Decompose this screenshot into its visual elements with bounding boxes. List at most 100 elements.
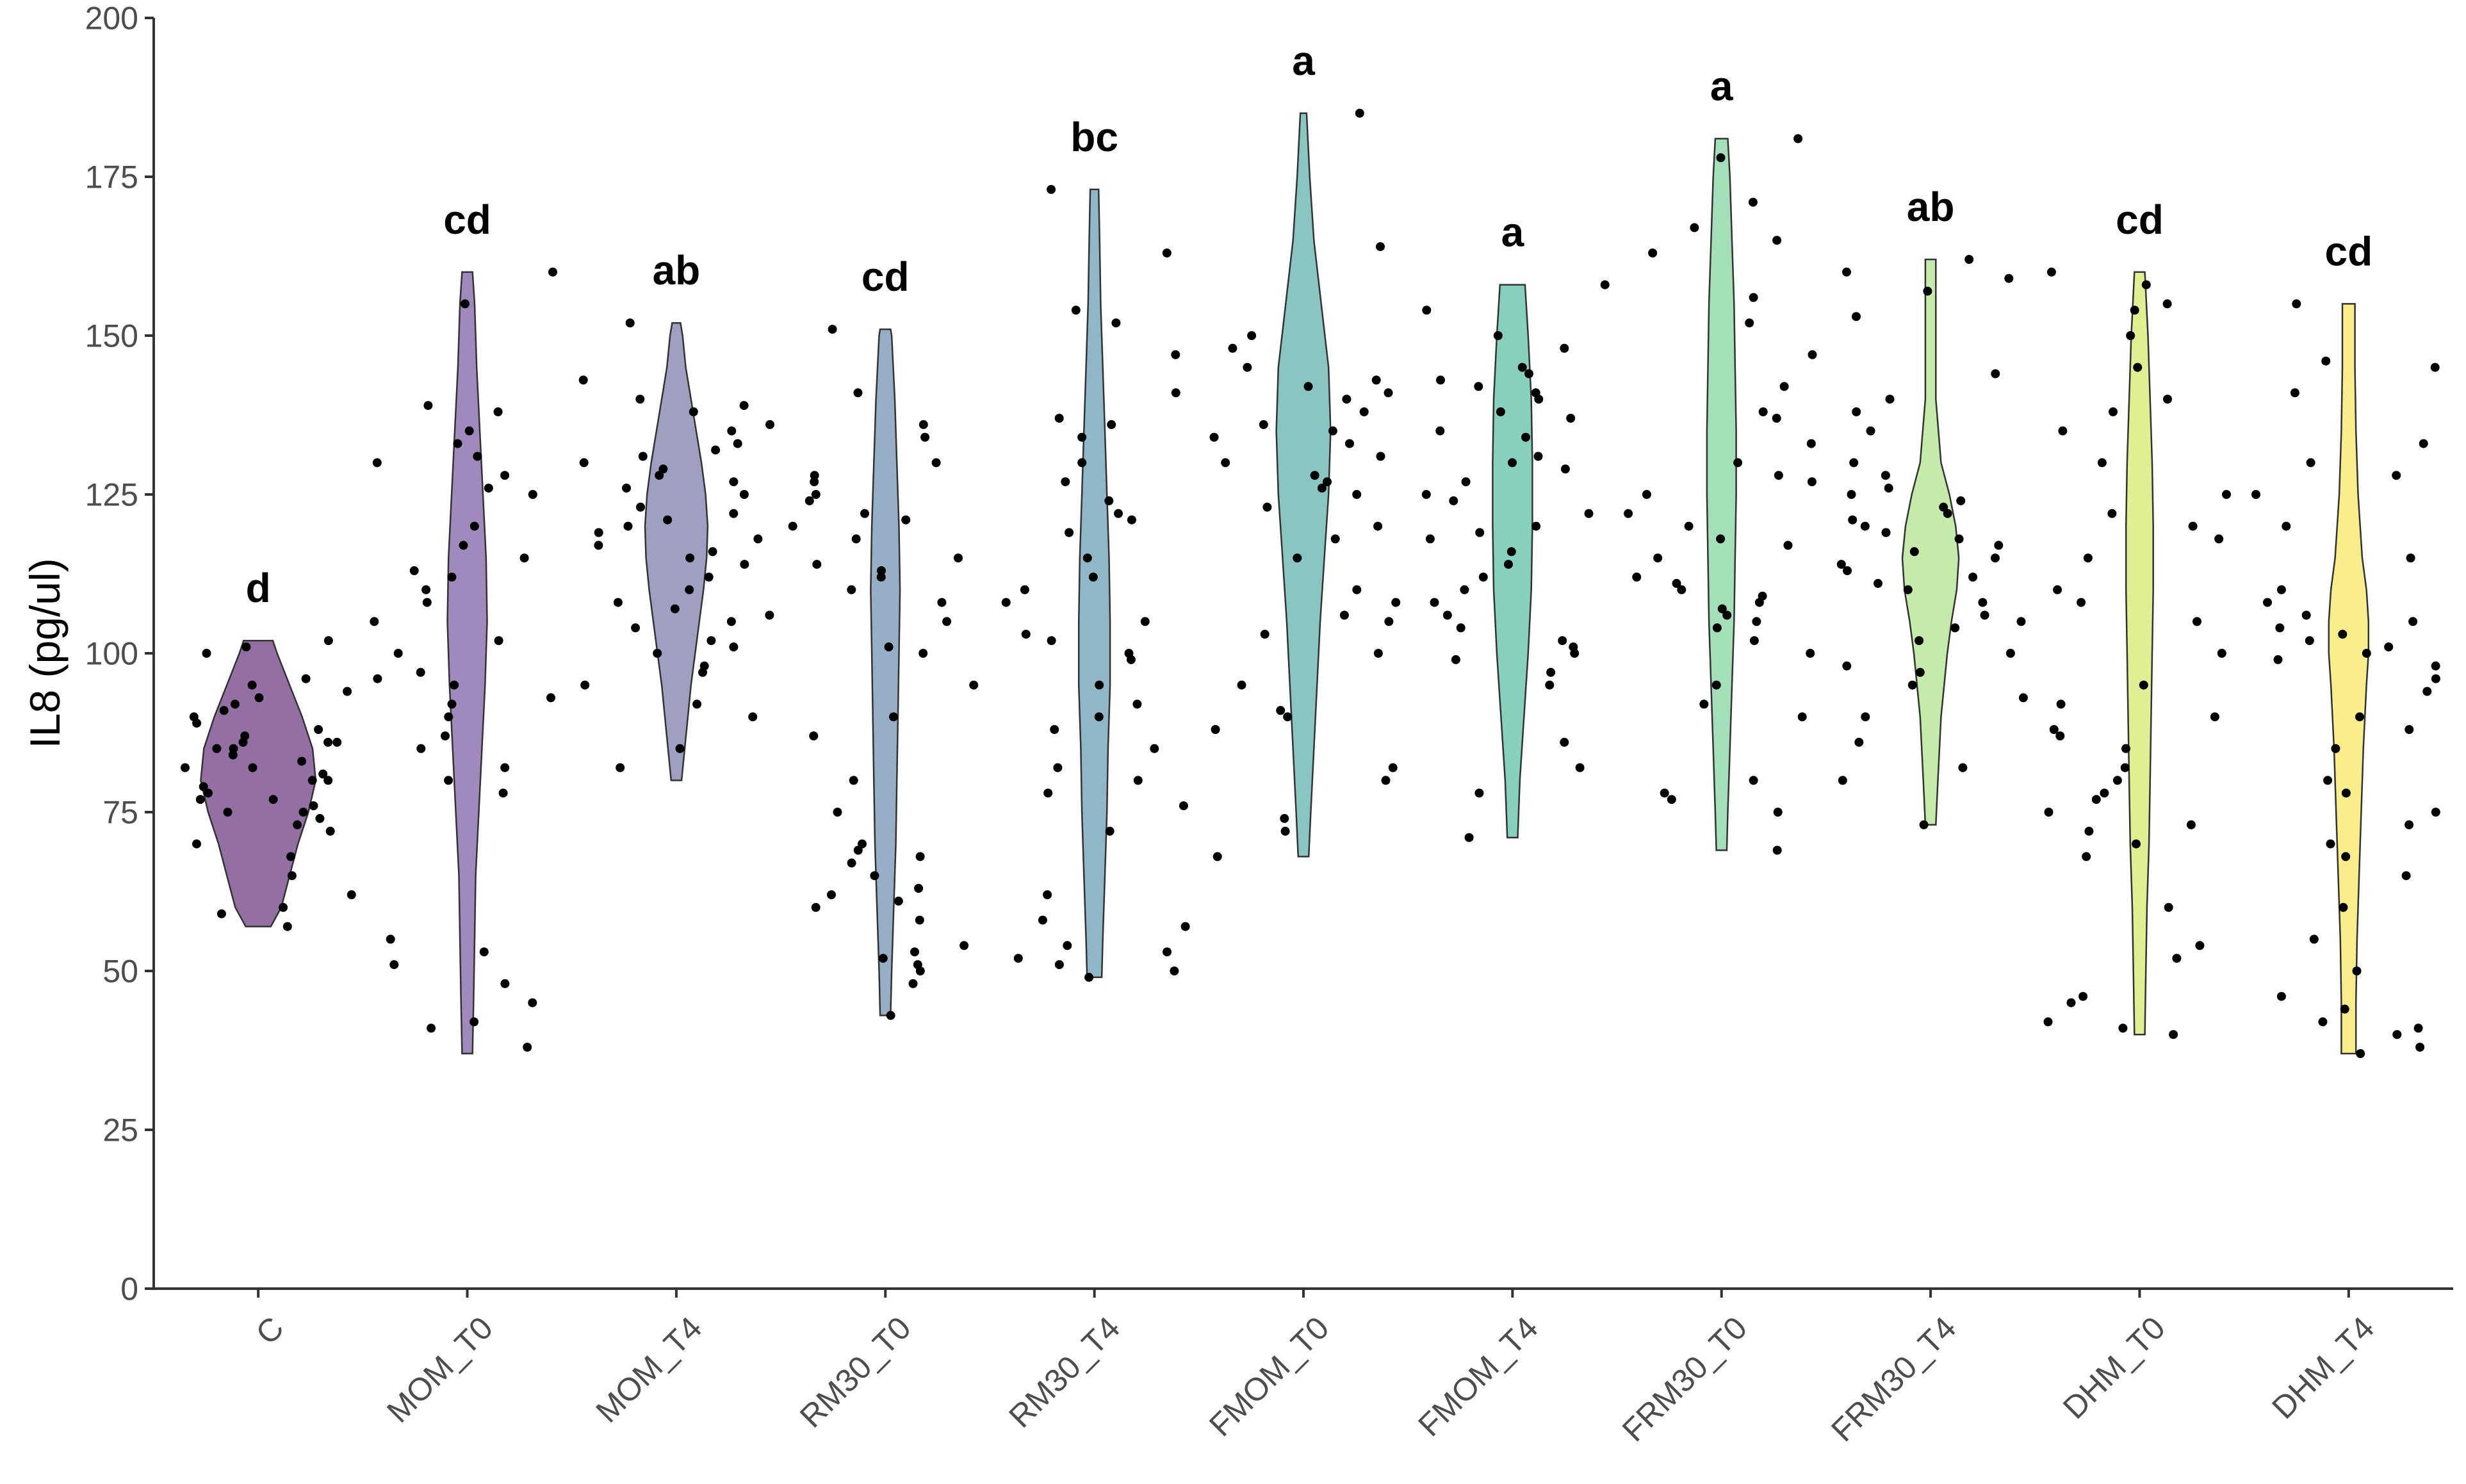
data-point: [1806, 649, 1815, 658]
data-point: [739, 401, 749, 411]
data-point: [192, 839, 201, 849]
data-point: [729, 509, 739, 518]
data-point: [622, 484, 631, 493]
data-point: [2133, 363, 2143, 372]
data-point: [1994, 541, 2004, 550]
data-point: [2126, 331, 2135, 340]
data-point: [878, 954, 888, 963]
data-point: [635, 395, 645, 404]
data-point: [493, 407, 503, 416]
data-point: [297, 756, 307, 766]
data-point: [1716, 534, 1726, 544]
data-point: [1793, 134, 1803, 143]
data-point: [733, 439, 742, 448]
data-point: [2431, 808, 2440, 817]
data-point: [613, 598, 623, 607]
data-point: [1779, 382, 1789, 391]
data-point: [1451, 655, 1460, 664]
data-point: [2078, 991, 2088, 1001]
data-point: [1677, 585, 1686, 594]
data-point: [1504, 560, 1513, 569]
data-point: [1474, 788, 1484, 798]
data-point: [748, 712, 758, 722]
x-tick-label: DHM_T4: [2265, 1310, 2381, 1426]
data-point: [1328, 426, 1337, 436]
data-point: [1209, 432, 1219, 442]
significance-label: ab: [653, 247, 701, 293]
data-point: [441, 731, 450, 740]
data-point: [931, 458, 941, 468]
data-point: [959, 941, 969, 950]
data-point: [231, 699, 240, 709]
data-point: [1170, 966, 1179, 975]
data-point: [1772, 414, 1781, 423]
data-point: [811, 902, 821, 912]
data-point: [1733, 458, 1743, 468]
data-point: [914, 884, 924, 893]
data-point: [1749, 776, 1758, 785]
data-point: [1247, 331, 1257, 340]
data-point: [1558, 636, 1567, 646]
data-point: [202, 649, 211, 658]
data-point: [1923, 286, 1932, 296]
data-point: [1560, 737, 1569, 747]
data-point: [323, 737, 333, 747]
data-point: [1211, 725, 1220, 734]
data-point: [1903, 585, 1913, 594]
data-point: [1907, 680, 1917, 690]
data-point: [2172, 954, 2182, 963]
data-point: [1508, 458, 1517, 468]
data-point: [1303, 382, 1313, 391]
data-point: [1881, 528, 1891, 537]
data-point: [765, 610, 774, 620]
data-point: [689, 407, 698, 416]
data-point: [2338, 630, 2348, 639]
violin-mom_t4: [644, 322, 709, 781]
data-point: [2016, 617, 2026, 626]
data-point: [1280, 826, 1290, 836]
data-point: [2164, 902, 2173, 912]
violin-c: [200, 639, 317, 927]
data-point: [1384, 617, 1394, 626]
y-tick-label: 175: [85, 159, 138, 195]
data-point: [1566, 414, 1576, 423]
data-point: [810, 471, 819, 480]
data-point: [1013, 954, 1023, 963]
data-point: [726, 617, 736, 626]
data-point: [1797, 712, 1807, 722]
data-point: [2318, 1017, 2328, 1027]
data-point: [240, 731, 250, 740]
data-point: [1712, 623, 1722, 633]
data-point: [594, 541, 603, 550]
data-point: [1213, 852, 1222, 861]
data-point: [1991, 553, 2000, 563]
data-point: [2341, 852, 2351, 861]
data-point: [870, 871, 879, 881]
data-point: [692, 699, 702, 709]
violin-frm30_t4: [1901, 258, 1960, 826]
data-point: [849, 776, 858, 785]
data-point: [2340, 1004, 2349, 1014]
data-point: [578, 375, 588, 385]
data-point: [2355, 712, 2364, 722]
y-tick-label: 150: [85, 318, 138, 354]
data-point: [470, 521, 479, 531]
significance-labels: d cd ab cd bc a a a ab cd cd: [246, 38, 2373, 611]
data-point: [416, 744, 426, 753]
data-point: [444, 712, 453, 722]
data-point: [1475, 528, 1485, 537]
data-point: [579, 458, 589, 468]
data-point: [423, 401, 433, 411]
data-point: [1345, 439, 1354, 448]
data-point: [2405, 725, 2414, 734]
data-point: [1065, 528, 1074, 537]
data-point: [2392, 1030, 2402, 1040]
data-point: [1054, 414, 1064, 423]
data-point: [1237, 680, 1246, 690]
x-tick-label: RM30_T0: [793, 1310, 918, 1435]
data-point: [2195, 941, 2205, 950]
data-point: [2056, 699, 2066, 709]
data-point: [195, 795, 205, 804]
data-point: [1280, 813, 1289, 823]
